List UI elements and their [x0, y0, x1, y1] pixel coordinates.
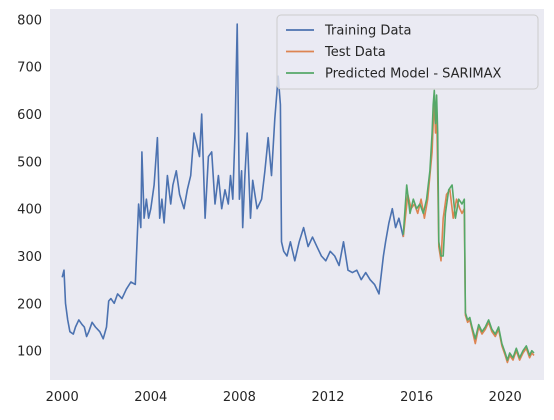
x-axis: 2000 2004 2008 2012 2016 2020: [46, 390, 522, 405]
y-tick-label: 400: [17, 203, 42, 218]
x-tick-label: 2016: [400, 390, 433, 405]
y-tick-label: 700: [17, 61, 42, 76]
y-tick-label: 100: [17, 345, 42, 360]
y-tick-label: 200: [17, 297, 42, 312]
x-tick-label: 2012: [311, 390, 344, 405]
x-tick-label: 2008: [223, 390, 256, 405]
x-tick-label: 2004: [134, 390, 167, 405]
legend-label: Training Data: [324, 24, 411, 39]
y-tick-label: 600: [17, 108, 42, 123]
y-axis: 100 200 300 400 500 600 700 800: [17, 13, 42, 359]
legend-label: Test Data: [324, 45, 386, 60]
y-tick-label: 800: [17, 13, 42, 28]
legend-box: [276, 14, 539, 90]
series-line-3: [402, 89, 535, 361]
x-tick-label: 2000: [46, 390, 79, 405]
y-tick-label: 300: [17, 250, 42, 265]
series-layer: [61, 23, 535, 364]
legend-label: Predicted Model - SARIMAX: [325, 67, 502, 82]
series-line-1: [61, 23, 405, 340]
x-tick-label: 2020: [489, 390, 522, 405]
legend: Training Data Test Data Predicted Model - …: [276, 14, 539, 90]
y-tick-label: 500: [17, 155, 42, 170]
